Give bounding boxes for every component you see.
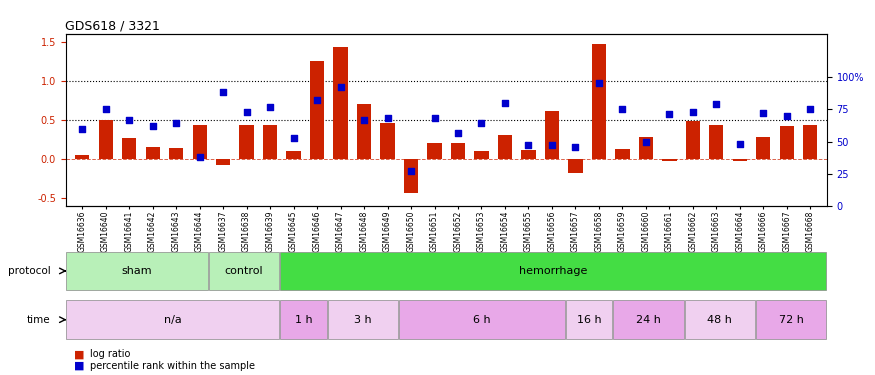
Bar	[780, 126, 794, 159]
Bar	[310, 61, 324, 159]
Bar	[404, 159, 418, 193]
Bar	[756, 300, 826, 339]
Text: sham: sham	[122, 266, 152, 276]
Point	[710, 101, 724, 107]
Bar	[263, 126, 277, 159]
Bar	[662, 159, 676, 161]
Point	[169, 120, 183, 126]
Point	[428, 115, 442, 121]
Point	[263, 104, 277, 110]
Point	[686, 109, 700, 115]
Point	[498, 100, 512, 106]
Bar	[639, 137, 653, 159]
Bar	[592, 44, 606, 159]
Bar	[75, 155, 89, 159]
Bar	[451, 143, 465, 159]
Text: 3 h: 3 h	[354, 315, 372, 325]
Bar	[66, 252, 208, 290]
Text: GDS618 / 3321: GDS618 / 3321	[65, 20, 160, 33]
Point	[522, 142, 536, 148]
Point	[145, 123, 159, 129]
Point	[99, 106, 113, 112]
Text: 24 h: 24 h	[636, 315, 661, 325]
Text: 1 h: 1 h	[295, 315, 312, 325]
Bar	[733, 159, 747, 161]
Text: control: control	[225, 266, 263, 276]
Bar	[122, 138, 136, 159]
Point	[240, 109, 254, 115]
Bar	[381, 123, 395, 159]
Text: time: time	[27, 315, 51, 325]
Point	[333, 84, 347, 90]
Bar	[216, 159, 230, 165]
Bar	[169, 148, 183, 159]
Bar	[66, 300, 279, 339]
Bar	[99, 120, 113, 159]
Bar	[545, 111, 559, 159]
Bar	[240, 126, 254, 159]
Point	[592, 80, 606, 86]
Point	[615, 106, 629, 112]
Point	[357, 117, 371, 123]
Bar	[357, 104, 371, 159]
Point	[310, 97, 324, 103]
Text: hemorrhage: hemorrhage	[519, 266, 587, 276]
Point	[569, 144, 583, 150]
Point	[639, 138, 653, 144]
Point	[662, 111, 676, 117]
Point	[381, 115, 395, 121]
Point	[545, 142, 559, 148]
Bar	[474, 151, 488, 159]
Bar	[569, 159, 583, 172]
Point	[756, 110, 771, 116]
Text: ■: ■	[74, 361, 85, 370]
Bar	[333, 47, 347, 159]
Point	[474, 120, 488, 126]
Point	[780, 112, 794, 118]
Point	[733, 141, 747, 147]
Bar	[328, 300, 398, 339]
Text: 6 h: 6 h	[473, 315, 491, 325]
Text: percentile rank within the sample: percentile rank within the sample	[90, 361, 256, 370]
Bar	[565, 300, 612, 339]
Text: ■: ■	[74, 350, 85, 359]
Bar	[428, 143, 442, 159]
Point	[451, 129, 465, 135]
Bar	[615, 149, 629, 159]
Bar	[286, 151, 301, 159]
Text: log ratio: log ratio	[90, 350, 130, 359]
Text: 72 h: 72 h	[779, 315, 803, 325]
Text: protocol: protocol	[8, 266, 51, 276]
Bar	[280, 252, 826, 290]
Bar	[280, 300, 327, 339]
Bar	[192, 126, 206, 159]
Point	[192, 154, 206, 160]
Bar	[710, 125, 724, 159]
Point	[75, 126, 89, 132]
Point	[123, 117, 136, 123]
Text: n/a: n/a	[164, 315, 181, 325]
Bar	[756, 137, 771, 159]
Bar	[145, 147, 159, 159]
Bar	[399, 300, 564, 339]
Text: 48 h: 48 h	[707, 315, 732, 325]
Point	[286, 135, 300, 141]
Bar	[522, 150, 536, 159]
Bar	[613, 300, 683, 339]
Point	[216, 89, 230, 95]
Point	[803, 106, 817, 112]
Bar	[209, 252, 279, 290]
Bar	[686, 121, 700, 159]
Bar	[684, 300, 755, 339]
Point	[404, 168, 418, 174]
Text: 16 h: 16 h	[577, 315, 601, 325]
Bar	[803, 126, 817, 159]
Bar	[498, 135, 512, 159]
